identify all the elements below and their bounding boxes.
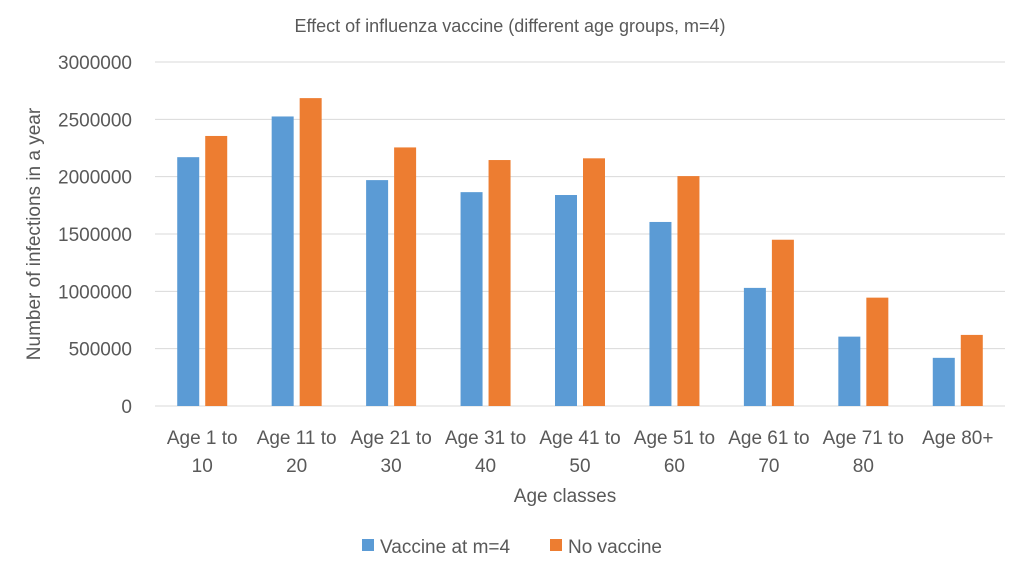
legend-swatch xyxy=(362,539,374,551)
legend: Vaccine at m=4 No vaccine xyxy=(362,537,662,558)
chart-title: Effect of influenza vaccine (different a… xyxy=(294,16,725,36)
y-axis-ticks: 0 500000 1000000 1500000 2000000 2500000 30000… xyxy=(58,53,132,418)
bar xyxy=(205,135,228,406)
y-tick-label: 500000 xyxy=(69,340,132,361)
bar xyxy=(649,221,672,406)
y-tick-label: 2500000 xyxy=(58,110,132,131)
bar xyxy=(838,336,861,406)
x-category-label: Age 31 to xyxy=(445,428,526,449)
bar xyxy=(366,180,389,406)
x-category-label: 10 xyxy=(192,456,213,477)
bar xyxy=(960,334,983,406)
bar xyxy=(743,287,766,406)
legend-label: No vaccine xyxy=(568,537,662,558)
bar xyxy=(555,195,577,406)
gridlines xyxy=(155,61,1005,407)
x-category-label: Age 51 to xyxy=(634,428,715,449)
legend-label: Vaccine at m=4 xyxy=(380,537,511,558)
x-category-label: 60 xyxy=(664,456,685,477)
x-category-label: Age 71 to xyxy=(823,428,904,449)
x-category-label: Age 61 to xyxy=(728,428,809,449)
x-category-label: Age 11 to xyxy=(257,428,337,449)
y-tick-label: 1500000 xyxy=(58,225,132,246)
x-category-label: 40 xyxy=(475,456,496,477)
bars xyxy=(177,98,983,407)
y-axis-label: Number of infections in a year xyxy=(24,107,45,360)
x-category-label: 70 xyxy=(758,456,779,477)
bar xyxy=(932,357,955,406)
x-axis-categories: Age 1 to 10 Age 11 to 20 Age 21 to 30 Age 31 t… xyxy=(167,428,994,477)
y-tick-label: 0 xyxy=(121,397,132,418)
bar xyxy=(177,157,200,406)
y-tick-label: 2000000 xyxy=(58,168,132,189)
bar xyxy=(677,176,700,406)
bar xyxy=(866,297,889,406)
x-category-label: 80 xyxy=(853,456,874,477)
bar xyxy=(583,158,605,406)
x-axis-label: Age classes xyxy=(514,486,616,507)
bar xyxy=(771,239,794,406)
y-tick-label: 1000000 xyxy=(58,282,132,303)
legend-swatch xyxy=(550,539,562,551)
x-category-label: Age 21 to xyxy=(350,428,431,449)
x-category-label: Age 80+ xyxy=(922,428,993,449)
bar xyxy=(460,192,483,406)
bar xyxy=(394,147,417,406)
x-category-label: 30 xyxy=(381,456,402,477)
bar xyxy=(271,116,294,406)
x-category-label: Age 1 to xyxy=(167,428,238,449)
bar xyxy=(488,160,511,406)
x-category-label: Age 41 to xyxy=(539,428,620,449)
y-tick-label: 3000000 xyxy=(58,53,132,74)
x-category-label: 50 xyxy=(569,456,590,477)
x-category-label: 20 xyxy=(286,456,307,477)
bar xyxy=(299,98,322,407)
